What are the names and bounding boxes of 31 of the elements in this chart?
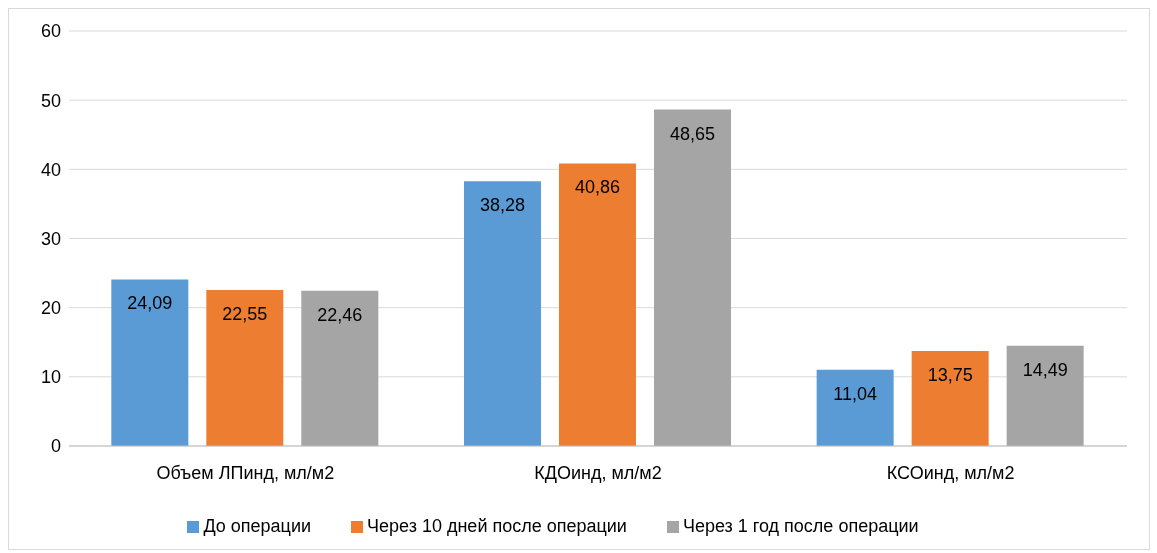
data-label: 22,55: [222, 304, 268, 325]
bar: [111, 279, 189, 446]
y-tick-label: 60: [40, 21, 61, 42]
bar: [816, 369, 894, 446]
bar: [653, 109, 731, 446]
data-label: 48,65: [669, 123, 716, 144]
data-label: 38,28: [479, 195, 526, 216]
y-tick-label: 20: [40, 298, 61, 319]
legend-label: До операции: [203, 516, 312, 536]
legend-label: Через 10 дней после операции: [367, 516, 627, 536]
data-label: 22,46: [317, 304, 363, 325]
bar: [911, 350, 989, 446]
bar: [558, 163, 636, 446]
data-label: 24,09: [127, 293, 173, 314]
data-label: 40,86: [574, 177, 621, 198]
y-tick-label: 30: [40, 228, 61, 249]
legend-label: Через 1 год после операции: [682, 516, 919, 536]
x-tick-label: КСОинд, мл/м2: [886, 462, 1015, 483]
bar: [463, 181, 541, 446]
bar: [206, 290, 284, 446]
data-label: 14,49: [1022, 359, 1068, 380]
x-tick-label: КДОинд, мл/м2: [534, 462, 662, 483]
data-label: 13,75: [927, 364, 973, 385]
y-tick-label: 0: [50, 436, 61, 457]
data-label: 11,04: [833, 383, 878, 404]
y-tick-label: 10: [40, 367, 61, 388]
x-tick-label: Объем ЛПинд, мл/м2: [156, 462, 335, 483]
bar: [301, 290, 379, 446]
y-tick-label: 40: [40, 159, 61, 180]
y-tick-label: 50: [40, 90, 61, 111]
bar: [1006, 345, 1084, 446]
